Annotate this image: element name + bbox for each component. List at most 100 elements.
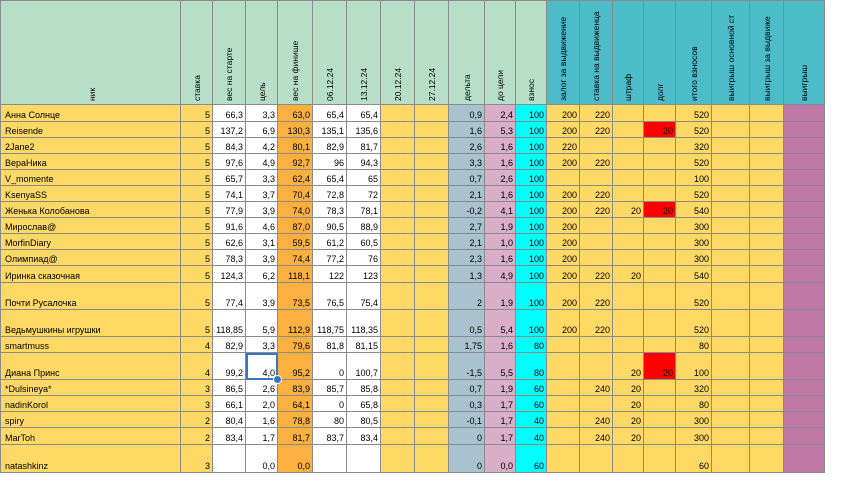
cell-debt[interactable] [643, 427, 676, 445]
cell-d2012[interactable] [380, 336, 415, 353]
cell-d2712[interactable] [414, 395, 449, 412]
cell-fee[interactable]: 100 [515, 265, 547, 283]
cell-win[interactable] [783, 282, 825, 310]
cell-win-promo[interactable] [749, 201, 784, 218]
cell-to-goal[interactable]: 4,9 [484, 265, 516, 283]
cell-d0612[interactable]: 83,7 [312, 427, 347, 445]
cell-d0612[interactable]: 77,2 [312, 249, 347, 266]
cell-name[interactable]: V_momente [0, 169, 181, 186]
cell-d0612[interactable]: 118,75 [312, 309, 347, 337]
cell-fee[interactable]: 80 [515, 352, 547, 380]
cell-deposit[interactable]: 200 [546, 265, 580, 283]
cell-finish-weight[interactable]: 62,4 [277, 169, 313, 186]
cell-name[interactable]: 2Jane2 [0, 137, 181, 154]
cell-win[interactable] [783, 395, 825, 412]
cell-win-promo[interactable] [749, 282, 784, 310]
cell-d1312[interactable]: 80,5 [346, 411, 381, 428]
cell-win-promo[interactable] [749, 444, 784, 473]
cell-d1312[interactable]: 76 [346, 249, 381, 266]
cell-stake[interactable]: 5 [180, 233, 213, 250]
cell-delta[interactable]: -1,5 [448, 352, 485, 380]
cell-delta[interactable]: 0,3 [448, 395, 485, 412]
cell-to-goal[interactable]: 1,9 [484, 379, 516, 396]
cell-win-main[interactable] [711, 265, 750, 283]
cell-d2012[interactable] [380, 427, 415, 445]
cell-stake-promo[interactable]: 240 [579, 411, 613, 428]
cell-win-main[interactable] [711, 153, 750, 170]
cell-name[interactable]: *Dulsineya* [0, 379, 181, 396]
cell-fine[interactable] [612, 249, 644, 266]
cell-deposit[interactable] [546, 444, 580, 473]
cell-d0612[interactable]: 72,8 [312, 185, 347, 202]
cell-deposit[interactable]: 200 [546, 309, 580, 337]
cell-d2712[interactable] [414, 427, 449, 445]
cell-stake[interactable]: 2 [180, 411, 213, 428]
cell-win-promo[interactable] [749, 395, 784, 412]
cell-d0612[interactable]: 76,5 [312, 282, 347, 310]
cell-debt[interactable] [643, 444, 676, 473]
cell-stake[interactable]: 5 [180, 265, 213, 283]
cell-fee[interactable]: 100 [515, 217, 547, 234]
cell-win[interactable] [783, 411, 825, 428]
cell-stake-promo[interactable]: 220 [579, 104, 613, 122]
cell-win-main[interactable] [711, 444, 750, 473]
cell-win[interactable] [783, 427, 825, 445]
cell-d2012[interactable] [380, 217, 415, 234]
cell-d2012[interactable] [380, 282, 415, 310]
header-date-2712[interactable]: 27.12.24 [414, 0, 449, 105]
cell-goal[interactable]: 3,3 [245, 336, 278, 353]
cell-d2012[interactable] [380, 411, 415, 428]
cell-d2712[interactable] [414, 217, 449, 234]
cell-fine[interactable] [612, 444, 644, 473]
header-deposit[interactable]: залог за выдвижение [546, 0, 580, 105]
cell-win-main[interactable] [711, 411, 750, 428]
cell-start-weight[interactable] [212, 444, 246, 473]
cell-win-promo[interactable] [749, 309, 784, 337]
header-goal[interactable]: цель [245, 0, 278, 105]
cell-to-goal[interactable]: 1,7 [484, 395, 516, 412]
cell-finish-weight[interactable]: 0,0 [277, 444, 313, 473]
cell-stake[interactable]: 5 [180, 137, 213, 154]
cell-d1312[interactable]: 75,4 [346, 282, 381, 310]
cell-goal[interactable]: 3,9 [245, 249, 278, 266]
cell-total-fees[interactable]: 300 [675, 249, 712, 266]
cell-win[interactable] [783, 169, 825, 186]
cell-fee[interactable]: 100 [515, 309, 547, 337]
cell-d0612[interactable]: 82,9 [312, 137, 347, 154]
cell-fine[interactable]: 20 [612, 352, 644, 380]
cell-stake-promo[interactable] [579, 169, 613, 186]
cell-goal[interactable]: 6,9 [245, 121, 278, 138]
cell-debt[interactable] [643, 395, 676, 412]
cell-goal[interactable]: 4,2 [245, 137, 278, 154]
cell-fee[interactable]: 60 [515, 395, 547, 412]
cell-win-main[interactable] [711, 427, 750, 445]
cell-delta[interactable]: 2,7 [448, 217, 485, 234]
cell-win[interactable] [783, 444, 825, 473]
cell-debt[interactable]: 20 [643, 121, 676, 138]
cell-deposit[interactable]: 200 [546, 121, 580, 138]
cell-fine[interactable] [612, 137, 644, 154]
cell-delta[interactable]: 0,7 [448, 379, 485, 396]
header-stake-promo[interactable]: ставка на выдвиженца [579, 0, 613, 105]
cell-d2712[interactable] [414, 265, 449, 283]
cell-to-goal[interactable]: 5,5 [484, 352, 516, 380]
cell-d2012[interactable] [380, 395, 415, 412]
cell-d1312[interactable]: 94,3 [346, 153, 381, 170]
cell-stake[interactable]: 5 [180, 121, 213, 138]
cell-finish-weight[interactable]: 83,9 [277, 379, 313, 396]
cell-d0612[interactable]: 135,1 [312, 121, 347, 138]
cell-debt[interactable] [643, 185, 676, 202]
cell-delta[interactable]: 0,7 [448, 169, 485, 186]
cell-d1312[interactable]: 65,4 [346, 104, 381, 122]
cell-delta[interactable]: 2,6 [448, 137, 485, 154]
cell-deposit[interactable]: 220 [546, 137, 580, 154]
cell-debt[interactable] [643, 309, 676, 337]
cell-d1312[interactable]: 72 [346, 185, 381, 202]
cell-d2712[interactable] [414, 444, 449, 473]
cell-stake-promo[interactable] [579, 217, 613, 234]
cell-fine[interactable] [612, 104, 644, 122]
cell-start-weight[interactable]: 137,2 [212, 121, 246, 138]
cell-delta[interactable]: 2,1 [448, 185, 485, 202]
cell-d2012[interactable] [380, 249, 415, 266]
cell-name[interactable]: MorfinDiary [0, 233, 181, 250]
